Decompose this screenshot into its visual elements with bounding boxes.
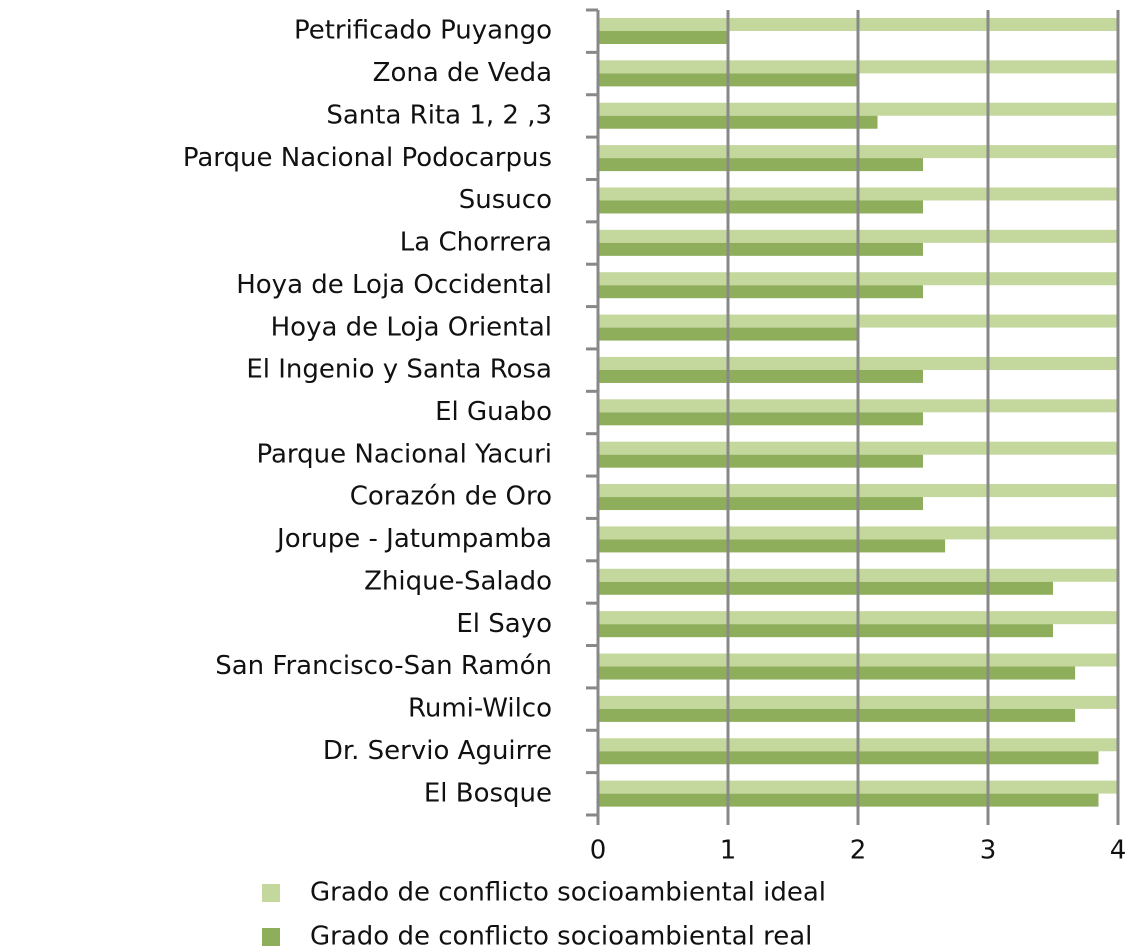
bar xyxy=(598,412,923,426)
y-tick-label: Santa Rita 1, 2 ,3 xyxy=(326,100,552,130)
x-tick-label: 0 xyxy=(590,836,607,866)
y-tick-label: Susuco xyxy=(459,185,552,215)
bar xyxy=(598,158,923,172)
bar xyxy=(598,242,923,256)
legend-label: Grado de conflicto socioambiental ideal xyxy=(310,878,826,908)
y-tick-label: Rumi-Wilco xyxy=(408,694,552,724)
bar xyxy=(598,454,923,468)
y-tick-label: Parque Nacional Yacuri xyxy=(256,439,552,469)
y-tick-label: Jorupe - Jatumpamba xyxy=(275,524,552,554)
y-tick-label: Hoya de Loja Oriental xyxy=(271,312,552,342)
y-tick-label: El Guabo xyxy=(435,397,552,427)
y-tick-label: El Sayo xyxy=(456,609,552,639)
bar xyxy=(598,666,1076,680)
x-tick-label: 1 xyxy=(720,836,737,866)
bar xyxy=(598,793,1099,807)
legend-label: Grado de conflicto socioambiental real xyxy=(310,922,812,952)
bar xyxy=(598,751,1099,765)
y-tick-label: Corazón de Oro xyxy=(350,482,552,512)
bar xyxy=(598,31,728,44)
bar xyxy=(598,497,923,511)
bar xyxy=(598,285,923,299)
bar xyxy=(598,115,878,129)
legend-swatch xyxy=(262,884,280,902)
y-tick-label: El Ingenio y Santa Rosa xyxy=(246,355,552,385)
y-tick-label: San Francisco-San Ramón xyxy=(215,651,552,681)
y-tick-label: El Bosque xyxy=(424,778,552,808)
bar xyxy=(598,581,1053,595)
y-tick-label: La Chorrera xyxy=(400,228,552,258)
y-tick-label: Hoya de Loja Occidental xyxy=(236,270,552,300)
y-tick-label: Dr. Servio Aguirre xyxy=(323,736,552,766)
legend-swatch xyxy=(262,928,280,946)
x-tick-label: 4 xyxy=(1110,836,1127,866)
bar xyxy=(598,369,923,383)
x-tick-label: 2 xyxy=(850,836,867,866)
y-tick-label: Petrificado Puyango xyxy=(294,16,552,46)
bar xyxy=(598,708,1076,722)
bar xyxy=(598,200,923,214)
y-tick-label: Zona de Veda xyxy=(373,58,552,88)
bar xyxy=(598,539,946,553)
y-tick-label: Zhique-Salado xyxy=(364,566,552,596)
x-tick-label: 3 xyxy=(980,836,997,866)
bar xyxy=(598,624,1053,638)
y-tick-label: Parque Nacional Podocarpus xyxy=(183,143,552,173)
